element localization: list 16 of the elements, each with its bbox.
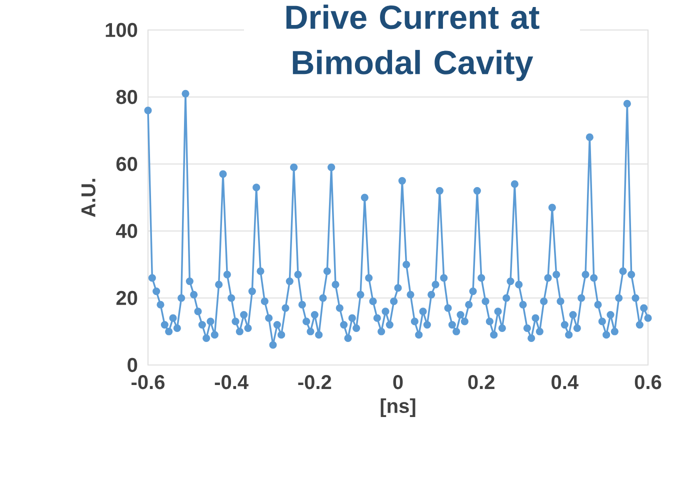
x-axis-title: [ns]	[380, 398, 416, 417]
x-tick-label: 0.4	[552, 375, 578, 390]
x-tick-label: 0.2	[468, 375, 494, 390]
x-tick-label: 0	[393, 375, 403, 390]
y-tick-label: 80	[116, 90, 138, 104]
y-tick-label: 100	[106, 22, 138, 38]
y-tick-label: 0	[128, 358, 138, 372]
x-tick-label: -0.4	[214, 375, 248, 390]
x-tick-label: -0.6	[132, 375, 165, 390]
y-axis-title: A.U.	[81, 178, 96, 217]
chart-title: Drive Current at Bimodal Cavity	[286, 4, 540, 82]
x-tick-label: 0.6	[634, 375, 662, 390]
x-tick-label: -0.2	[298, 375, 332, 390]
y-tick-label: 20	[116, 290, 138, 306]
y-tick-label: 60	[116, 156, 138, 172]
y-tick-label: 40	[116, 224, 138, 238]
